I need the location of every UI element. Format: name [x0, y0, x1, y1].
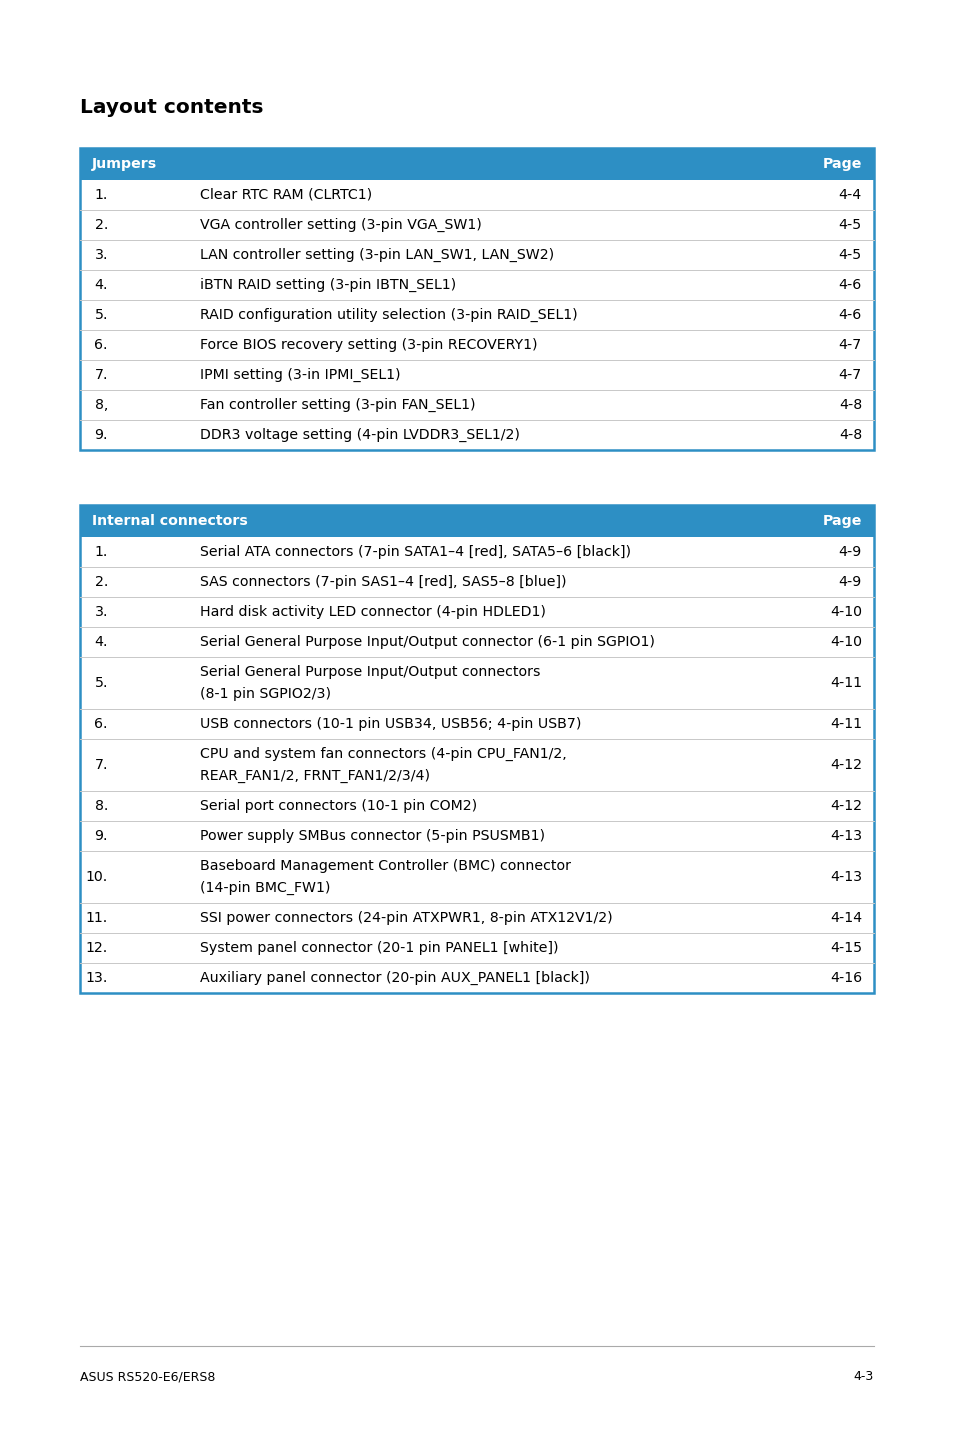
Text: 7.: 7.: [94, 758, 108, 772]
Text: 4-15: 4-15: [829, 940, 862, 955]
Text: Serial General Purpose Input/Output connector (6-1 pin SGPIO1): Serial General Purpose Input/Output conn…: [200, 636, 654, 649]
Text: SSI power connectors (24-pin ATXPWR1, 8-pin ATX12V1/2): SSI power connectors (24-pin ATXPWR1, 8-…: [200, 912, 612, 925]
Text: Fan controller setting (3-pin FAN_SEL1): Fan controller setting (3-pin FAN_SEL1): [200, 398, 475, 413]
Text: 4-4: 4-4: [838, 188, 862, 201]
Text: Serial port connectors (10-1 pin COM2): Serial port connectors (10-1 pin COM2): [200, 800, 477, 812]
Text: 4-6: 4-6: [838, 278, 862, 292]
Text: 2.: 2.: [94, 575, 108, 590]
Text: Page: Page: [821, 157, 862, 171]
Text: 13.: 13.: [86, 971, 108, 985]
Text: Serial ATA connectors (7-pin SATA1–4 [red], SATA5–6 [black]): Serial ATA connectors (7-pin SATA1–4 [re…: [200, 545, 630, 559]
Text: 5.: 5.: [94, 308, 108, 322]
Bar: [80, 148, 873, 450]
Bar: [80, 505, 873, 536]
Text: DDR3 voltage setting (4-pin LVDDR3_SEL1/2): DDR3 voltage setting (4-pin LVDDR3_SEL1/…: [200, 429, 519, 441]
Text: Force BIOS recovery setting (3-pin RECOVERY1): Force BIOS recovery setting (3-pin RECOV…: [200, 338, 537, 352]
Text: 11.: 11.: [86, 912, 108, 925]
Text: REAR_FAN1/2, FRNT_FAN1/2/3/4): REAR_FAN1/2, FRNT_FAN1/2/3/4): [200, 769, 430, 784]
Text: 9.: 9.: [94, 828, 108, 843]
Text: SAS connectors (7-pin SAS1–4 [red], SAS5–8 [blue]): SAS connectors (7-pin SAS1–4 [red], SAS5…: [200, 575, 566, 590]
Text: 8,: 8,: [94, 398, 108, 413]
Text: VGA controller setting (3-pin VGA_SW1): VGA controller setting (3-pin VGA_SW1): [200, 219, 481, 232]
Text: 4-11: 4-11: [829, 718, 862, 731]
Text: 4-5: 4-5: [838, 219, 862, 232]
Text: 12.: 12.: [86, 940, 108, 955]
Text: 3.: 3.: [94, 247, 108, 262]
Text: 4-13: 4-13: [829, 870, 862, 884]
Text: Layout contents: Layout contents: [80, 98, 263, 116]
Text: 4-11: 4-11: [829, 676, 862, 690]
Text: ASUS RS520-E6/ERS8: ASUS RS520-E6/ERS8: [80, 1370, 215, 1383]
Bar: [80, 505, 873, 994]
Text: System panel connector (20-1 pin PANEL1 [white]): System panel connector (20-1 pin PANEL1 …: [200, 940, 558, 955]
Text: 8.: 8.: [94, 800, 108, 812]
Text: 4-13: 4-13: [829, 828, 862, 843]
Text: 4-16: 4-16: [829, 971, 862, 985]
Text: CPU and system fan connectors (4-pin CPU_FAN1/2,: CPU and system fan connectors (4-pin CPU…: [200, 746, 566, 761]
Text: Baseboard Management Controller (BMC) connector: Baseboard Management Controller (BMC) co…: [200, 858, 571, 873]
Text: 4.: 4.: [94, 278, 108, 292]
Text: (8-1 pin SGPIO2/3): (8-1 pin SGPIO2/3): [200, 687, 331, 702]
Text: 4-3: 4-3: [853, 1370, 873, 1383]
Text: 5.: 5.: [94, 676, 108, 690]
Text: 4-6: 4-6: [838, 308, 862, 322]
Text: 3.: 3.: [94, 605, 108, 618]
Text: LAN controller setting (3-pin LAN_SW1, LAN_SW2): LAN controller setting (3-pin LAN_SW1, L…: [200, 247, 554, 262]
Text: 4-8: 4-8: [838, 429, 862, 441]
Text: 4-10: 4-10: [829, 636, 862, 649]
Text: IPMI setting (3-in IPMI_SEL1): IPMI setting (3-in IPMI_SEL1): [200, 368, 400, 383]
Text: 1.: 1.: [94, 545, 108, 559]
Text: Serial General Purpose Input/Output connectors: Serial General Purpose Input/Output conn…: [200, 664, 540, 679]
Text: 4-9: 4-9: [838, 545, 862, 559]
Text: 7.: 7.: [94, 368, 108, 383]
Text: 1.: 1.: [94, 188, 108, 201]
Text: 6.: 6.: [94, 338, 108, 352]
Text: 4-9: 4-9: [838, 575, 862, 590]
Text: 4-10: 4-10: [829, 605, 862, 618]
Text: 4-5: 4-5: [838, 247, 862, 262]
Text: 4-12: 4-12: [829, 800, 862, 812]
Text: 6.: 6.: [94, 718, 108, 731]
Text: 4-7: 4-7: [838, 368, 862, 383]
Text: 9.: 9.: [94, 429, 108, 441]
Text: USB connectors (10-1 pin USB34, USB56; 4-pin USB7): USB connectors (10-1 pin USB34, USB56; 4…: [200, 718, 580, 731]
Text: 4-12: 4-12: [829, 758, 862, 772]
Text: 10.: 10.: [86, 870, 108, 884]
Text: 4.: 4.: [94, 636, 108, 649]
Text: (14-pin BMC_FW1): (14-pin BMC_FW1): [200, 881, 330, 896]
Text: RAID configuration utility selection (3-pin RAID_SEL1): RAID configuration utility selection (3-…: [200, 308, 577, 322]
Text: Hard disk activity LED connector (4-pin HDLED1): Hard disk activity LED connector (4-pin …: [200, 605, 545, 618]
Text: 4-7: 4-7: [838, 338, 862, 352]
Text: 4-8: 4-8: [838, 398, 862, 413]
Text: 2.: 2.: [94, 219, 108, 232]
Text: 4-14: 4-14: [829, 912, 862, 925]
Text: Clear RTC RAM (CLRTC1): Clear RTC RAM (CLRTC1): [200, 188, 372, 201]
Text: Auxiliary panel connector (20-pin AUX_PANEL1 [black]): Auxiliary panel connector (20-pin AUX_PA…: [200, 971, 589, 985]
Text: Internal connectors: Internal connectors: [91, 513, 248, 528]
Text: iBTN RAID setting (3-pin IBTN_SEL1): iBTN RAID setting (3-pin IBTN_SEL1): [200, 278, 456, 292]
Text: Power supply SMBus connector (5-pin PSUSMB1): Power supply SMBus connector (5-pin PSUS…: [200, 828, 544, 843]
Bar: [80, 148, 873, 180]
Text: Jumpers: Jumpers: [91, 157, 157, 171]
Text: Page: Page: [821, 513, 862, 528]
